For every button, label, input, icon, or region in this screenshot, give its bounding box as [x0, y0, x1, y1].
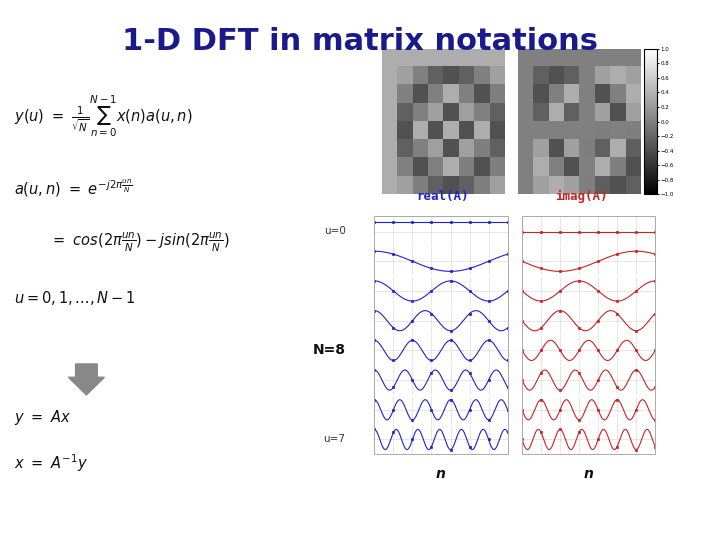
Text: $a(u,n)\ =\ e^{-j2\pi\frac{un}{N}}$: $a(u,n)\ =\ e^{-j2\pi\frac{un}{N}}$	[14, 178, 133, 199]
Text: $y\ =\ Ax$: $y\ =\ Ax$	[14, 408, 72, 427]
Text: n: n	[584, 467, 593, 481]
Text: imag(A): imag(A)	[556, 190, 608, 203]
Text: N=8: N=8	[312, 343, 346, 356]
Text: u=0: u=0	[324, 226, 346, 236]
Text: $x\ =\ A^{-1}y$: $x\ =\ A^{-1}y$	[14, 453, 89, 474]
Text: u=7: u=7	[323, 434, 346, 444]
FancyArrow shape	[68, 364, 104, 395]
Text: $u = 0, 1, \ldots, N-1$: $u = 0, 1, \ldots, N-1$	[14, 289, 136, 307]
Text: real(A): real(A)	[417, 190, 469, 203]
Text: n: n	[436, 467, 446, 481]
Text: $=\ cos(2\pi\frac{un}{N}) - jsin(2\pi\frac{un}{N})$: $=\ cos(2\pi\frac{un}{N}) - jsin(2\pi\fr…	[50, 231, 230, 254]
Text: 1-D DFT in matrix notations: 1-D DFT in matrix notations	[122, 27, 598, 56]
Text: $y(u)\ =\ \frac{1}{\sqrt{N}}\sum_{n=0}^{N-1}x(n)a(u,n)$: $y(u)\ =\ \frac{1}{\sqrt{N}}\sum_{n=0}^{…	[14, 94, 193, 139]
